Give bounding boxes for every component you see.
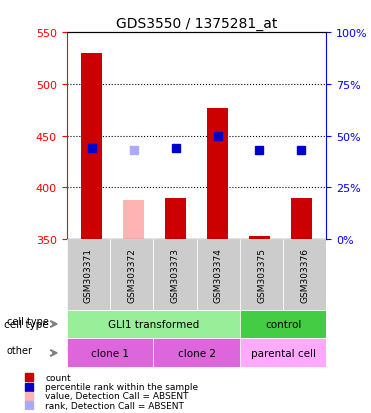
FancyBboxPatch shape — [197, 240, 240, 310]
Text: GSM303373: GSM303373 — [171, 247, 180, 302]
Text: GSM303372: GSM303372 — [127, 247, 136, 302]
Text: GLI1 transformed: GLI1 transformed — [108, 319, 199, 329]
Text: cell type: cell type — [7, 316, 49, 326]
FancyBboxPatch shape — [67, 310, 240, 339]
Text: cell type: cell type — [4, 319, 48, 329]
Text: clone 2: clone 2 — [178, 348, 216, 358]
Text: clone 1: clone 1 — [91, 348, 129, 358]
Text: parental cell: parental cell — [251, 348, 316, 358]
Text: percentile rank within the sample: percentile rank within the sample — [45, 382, 198, 391]
Title: GDS3550 / 1375281_at: GDS3550 / 1375281_at — [116, 17, 277, 31]
Bar — [249, 236, 270, 240]
FancyBboxPatch shape — [240, 240, 283, 310]
FancyBboxPatch shape — [153, 240, 197, 310]
FancyBboxPatch shape — [240, 339, 326, 368]
FancyBboxPatch shape — [67, 339, 153, 368]
FancyBboxPatch shape — [153, 339, 240, 368]
Bar — [207, 108, 228, 240]
FancyBboxPatch shape — [283, 240, 326, 310]
Text: GSM303374: GSM303374 — [214, 247, 223, 302]
Text: value, Detection Call = ABSENT: value, Detection Call = ABSENT — [45, 392, 189, 400]
Text: GSM303375: GSM303375 — [257, 247, 266, 302]
Bar — [82, 54, 102, 240]
Bar — [291, 198, 312, 240]
Text: count: count — [45, 373, 71, 382]
Text: rank, Detection Call = ABSENT: rank, Detection Call = ABSENT — [45, 401, 184, 410]
Text: other: other — [7, 345, 33, 355]
Bar — [123, 200, 144, 240]
Bar — [165, 198, 186, 240]
Text: GSM303376: GSM303376 — [301, 247, 309, 302]
FancyBboxPatch shape — [67, 240, 110, 310]
Text: GSM303371: GSM303371 — [84, 247, 93, 302]
FancyBboxPatch shape — [110, 240, 153, 310]
FancyBboxPatch shape — [240, 310, 326, 339]
Text: control: control — [265, 319, 301, 329]
